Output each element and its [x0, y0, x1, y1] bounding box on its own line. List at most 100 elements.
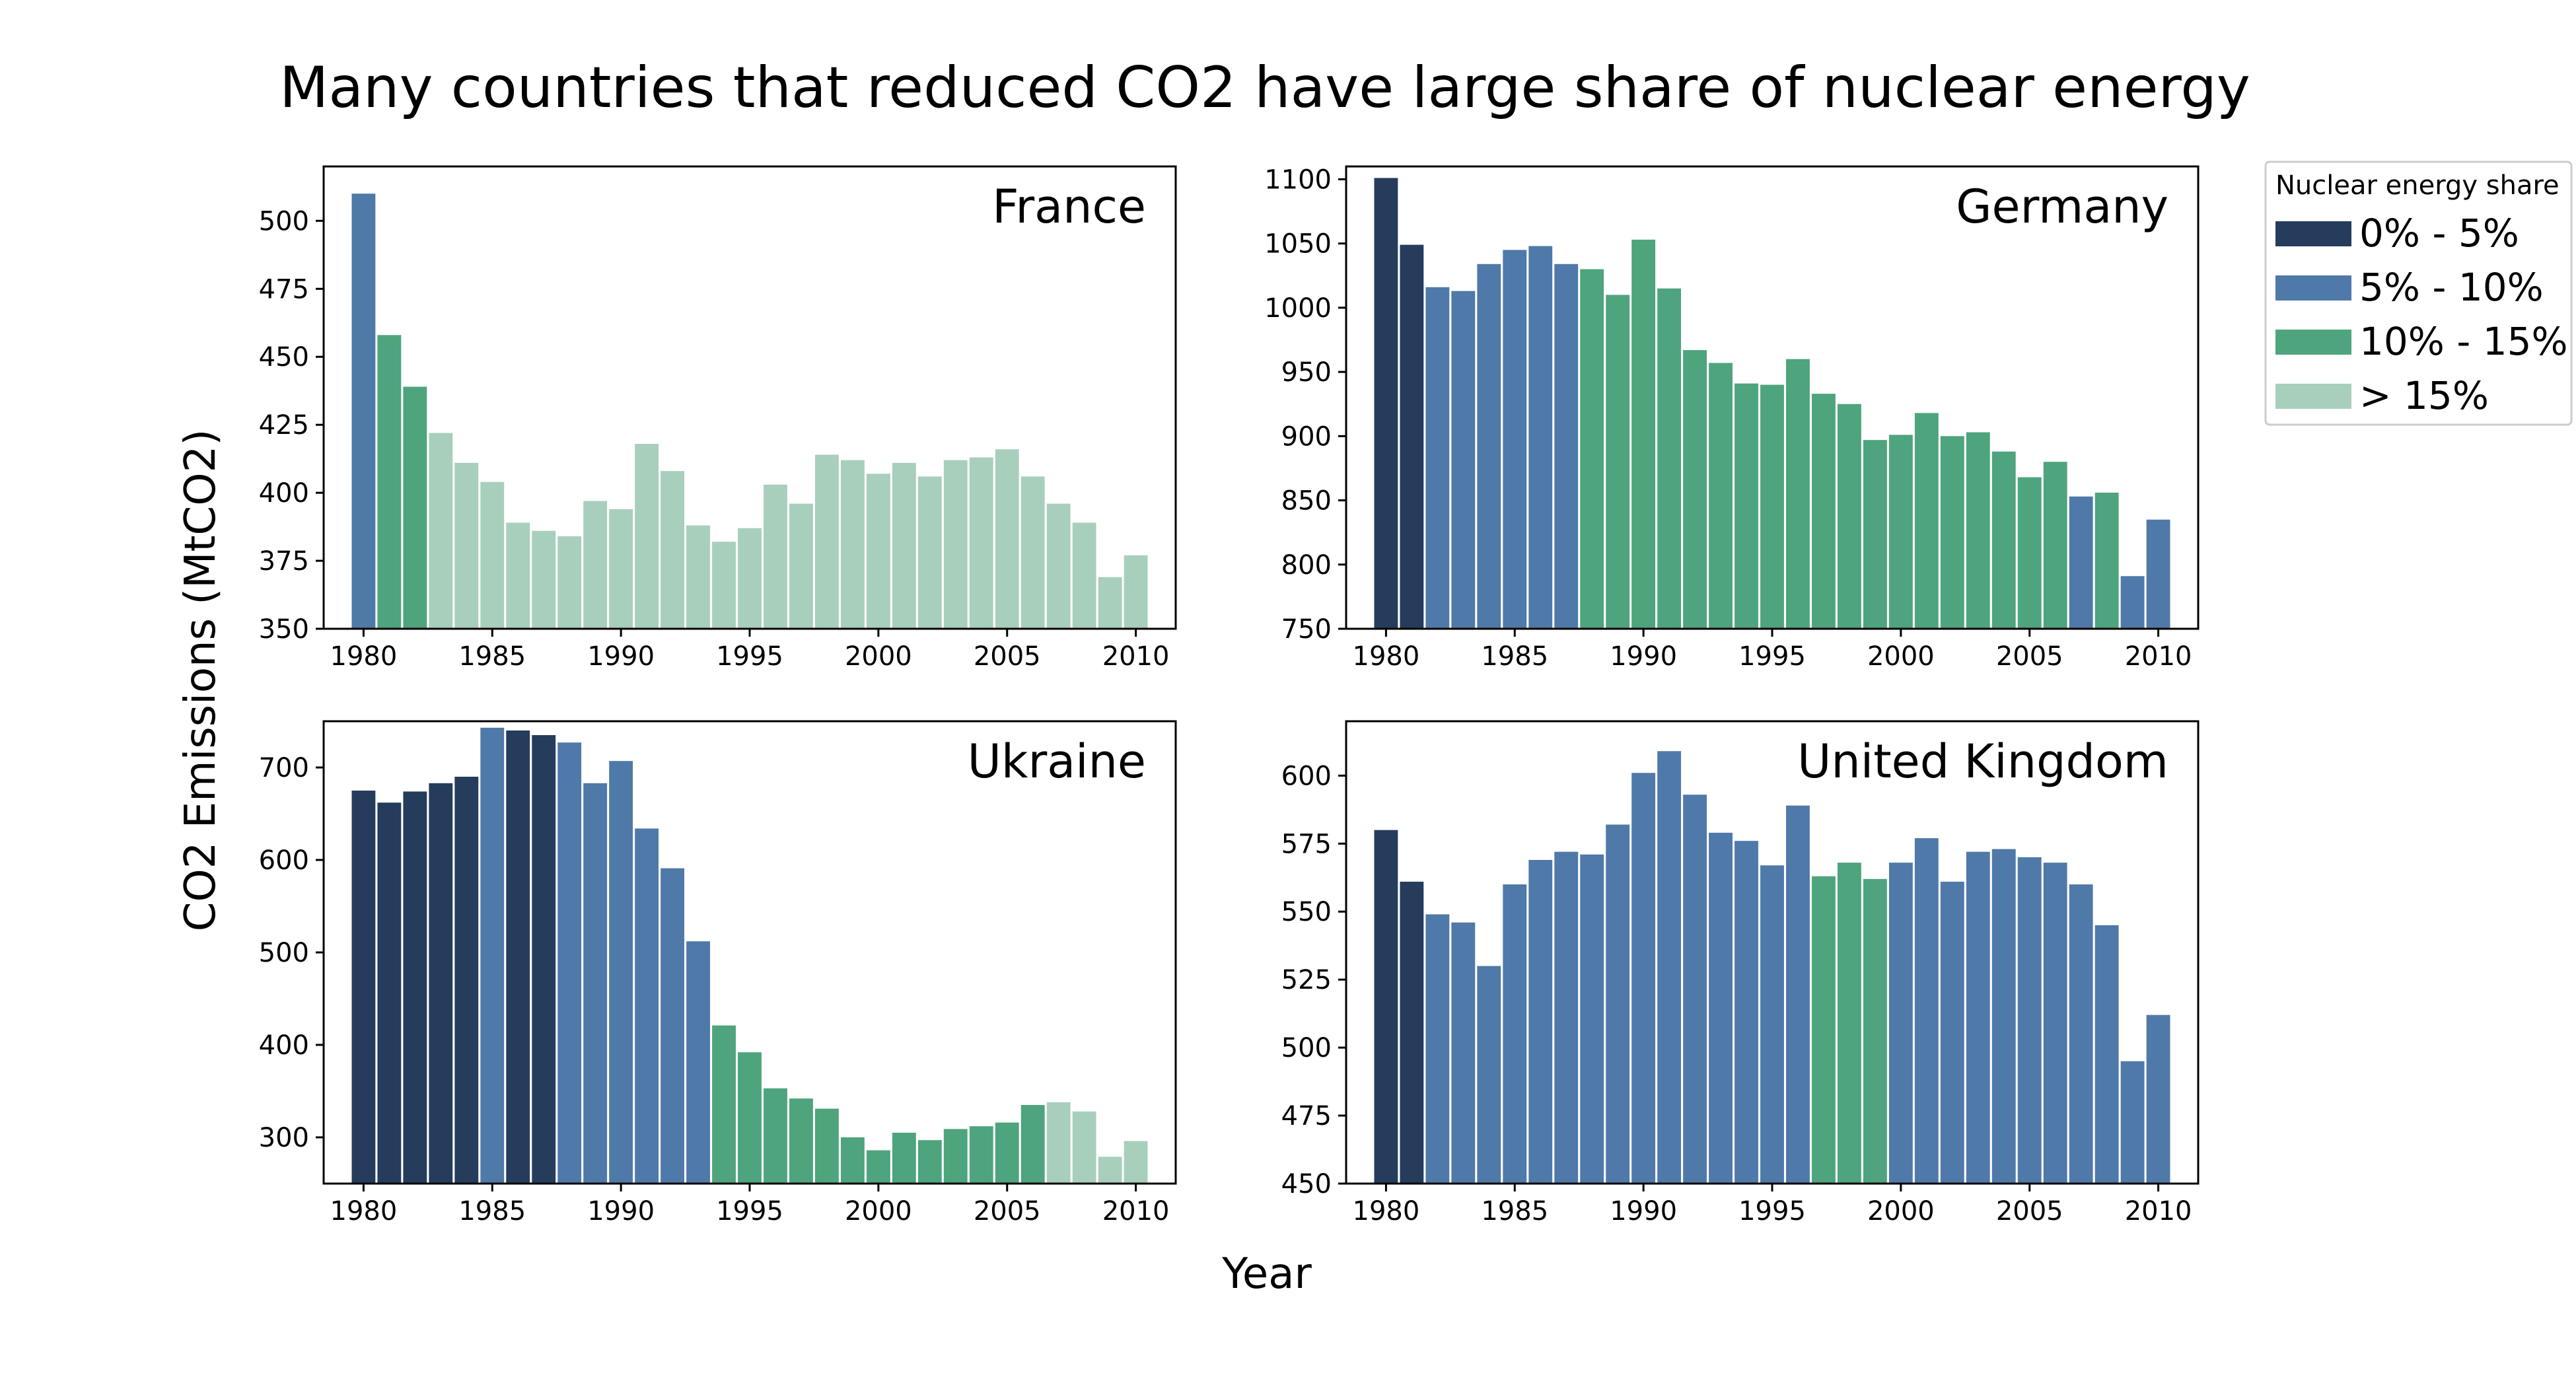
bar-france-2007 [1046, 503, 1071, 629]
y-tick-label: 575 [1281, 829, 1332, 859]
bar-germany-1992 [1683, 350, 1707, 629]
bar-united-kingdom-1996 [1786, 805, 1810, 1184]
y-tick-label: 600 [1281, 761, 1332, 791]
x-tick-label: 2000 [1867, 1196, 1935, 1227]
bar-france-2004 [969, 457, 993, 629]
y-tick-label: 550 [1281, 897, 1332, 927]
bar-united-kingdom-1982 [1425, 914, 1450, 1184]
bar-france-1985 [480, 481, 505, 629]
panel-title-ukraine: Ukraine [968, 734, 1146, 789]
x-tick-label: 2005 [1996, 1196, 2063, 1227]
bar-france-1989 [583, 501, 608, 629]
panel-france: 350 375 400 425 450 475 500 1980 1985 1990 1995 200… [259, 165, 1177, 672]
bar-ukraine-1992 [661, 868, 684, 1184]
bar-united-kingdom-2008 [2094, 925, 2119, 1184]
bar-united-kingdom-1989 [1606, 824, 1630, 1184]
x-tick-label: 1995 [716, 641, 783, 672]
x-tick-label: 1995 [1738, 641, 1806, 672]
bar-germany-1984 [1477, 264, 1501, 629]
bar-united-kingdom-1990 [1631, 773, 1656, 1184]
bar-united-kingdom-2002 [1940, 881, 1964, 1184]
panel-united-kingdom: 450 475 500 525 550 575 600 1980 1985 1990 1995 200… [1281, 720, 2200, 1227]
bar-united-kingdom-2004 [1991, 849, 2016, 1184]
bar-ukraine-2000 [866, 1150, 890, 1184]
bar-france-2009 [1098, 577, 1122, 629]
bar-ukraine-1982 [403, 791, 427, 1184]
bar-france-1984 [454, 462, 479, 629]
legend-swatch [2275, 221, 2351, 246]
bar-germany-2007 [2069, 496, 2093, 629]
bar-ukraine-2009 [1098, 1156, 1122, 1184]
legend-swatch [2275, 330, 2351, 355]
bar-france-1996 [764, 484, 787, 629]
bar-united-kingdom-1995 [1760, 865, 1784, 1184]
bar-france-2003 [943, 460, 968, 629]
bar-united-kingdom-1987 [1554, 851, 1579, 1184]
x-tick-label: 1995 [716, 1196, 783, 1227]
y-tick-label: 375 [259, 546, 309, 577]
y-tick-label: 1050 [1264, 229, 1332, 260]
legend-title: Nuclear energy share [2275, 170, 2559, 201]
bar-france-1983 [429, 433, 453, 629]
bar-germany-1995 [1760, 384, 1784, 629]
y-tick-label: 475 [259, 274, 309, 304]
bar-united-kingdom-2000 [1888, 863, 1913, 1184]
legend: Nuclear energy share 0% - 5% 5% - 10% 10% … [2264, 160, 2573, 426]
bar-ukraine-2005 [995, 1122, 1019, 1184]
bar-france-1981 [377, 335, 402, 629]
legend-swatch [2275, 275, 2351, 301]
bar-ukraine-2002 [917, 1140, 942, 1184]
y-tick-label: 400 [259, 478, 309, 509]
bar-france-1982 [403, 386, 427, 629]
bar-ukraine-1987 [532, 735, 556, 1184]
bar-united-kingdom-1984 [1477, 966, 1501, 1184]
x-tick-label: 1980 [1353, 641, 1420, 672]
bar-germany-1996 [1786, 359, 1810, 629]
legend-entry: > 15% [2275, 373, 2489, 418]
bar-germany-1982 [1425, 287, 1450, 629]
bar-france-2008 [1072, 522, 1096, 629]
bars-france [351, 194, 1148, 629]
bar-france-1999 [840, 460, 865, 629]
x-tick-label: 1985 [458, 641, 526, 672]
y-tick-label: 1100 [1264, 164, 1332, 195]
bar-united-kingdom-2006 [2043, 863, 2067, 1184]
panel-germany: 750 800 850 900 950 1000 1050 1100 1980 1985 1990 1… [1264, 164, 2200, 672]
bar-united-kingdom-1985 [1503, 884, 1527, 1184]
legend-swatch [2275, 384, 2351, 409]
legend-label: > 15% [2359, 373, 2489, 418]
x-tick-label: 2010 [2125, 1196, 2192, 1227]
y-tick-label: 450 [1281, 1169, 1332, 1199]
bar-germany-2003 [1966, 432, 1990, 629]
bar-germany-1985 [1503, 250, 1527, 629]
y-tick-label: 600 [259, 845, 309, 876]
panel-title-united-kingdom: United Kingdom [1797, 734, 2168, 789]
bar-germany-2005 [2017, 477, 2042, 629]
bar-germany-2001 [1914, 413, 1939, 629]
bar-germany-1993 [1709, 363, 1733, 629]
bar-france-2010 [1124, 555, 1148, 629]
y-tick-label: 900 [1281, 421, 1332, 452]
bar-france-1987 [532, 530, 556, 629]
y-tick-label: 425 [259, 410, 309, 441]
bar-france-1991 [635, 444, 659, 629]
panel-title-france: France [992, 180, 1146, 234]
panel-ukraine: 300 400 500 600 700 1980 1985 1990 1995 2000 2005 2… [259, 720, 1177, 1227]
bar-ukraine-2006 [1020, 1105, 1045, 1184]
bar-united-kingdom-1988 [1580, 854, 1604, 1184]
x-tick-label: 2005 [1996, 641, 2063, 672]
x-tick-label: 1980 [330, 641, 398, 672]
bar-ukraine-1989 [583, 783, 608, 1184]
legend-label: 0% - 5% [2359, 211, 2519, 256]
bar-united-kingdom-1994 [1735, 841, 1758, 1184]
bar-france-1998 [814, 454, 839, 629]
bar-france-2005 [995, 449, 1019, 629]
x-tick-label: 2000 [1867, 641, 1935, 672]
x-tick-label: 1990 [587, 641, 655, 672]
bar-ukraine-1985 [480, 727, 505, 1184]
bar-ukraine-1981 [377, 802, 402, 1184]
bar-ukraine-2004 [969, 1126, 993, 1184]
x-tick-label: 1980 [1353, 1196, 1420, 1227]
bar-germany-2008 [2094, 492, 2119, 629]
